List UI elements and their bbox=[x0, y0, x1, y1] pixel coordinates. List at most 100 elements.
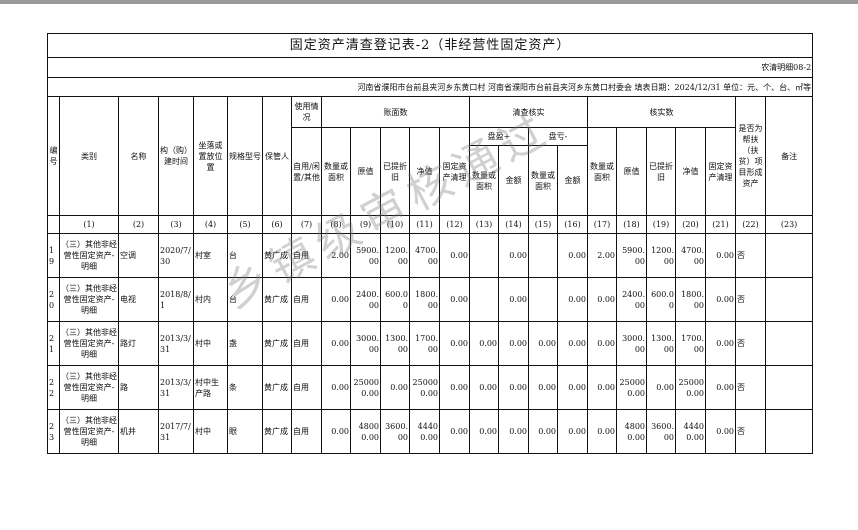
table-cell: 2.00 bbox=[587, 233, 617, 278]
index-cell: (12) bbox=[439, 215, 470, 234]
table-cell: 5900.00 bbox=[350, 233, 381, 278]
header-ver-dep: 已提折旧 bbox=[646, 127, 676, 216]
table-cell: 0.00 bbox=[528, 365, 558, 410]
table-cell: 村中 bbox=[193, 409, 228, 454]
index-cell: (5) bbox=[227, 215, 263, 234]
index-cell: (11) bbox=[409, 215, 440, 234]
table-cell: 0.00 bbox=[557, 277, 588, 322]
header-verified: 核实数 bbox=[587, 96, 736, 128]
table-row: 23 （三）其他非经营性固定资产-明细 机井 2017/7/31 村中眼黄广成 自用 0.0… bbox=[47, 409, 814, 454]
table-cell: 机井 bbox=[118, 409, 159, 454]
index-cell: (6) bbox=[262, 215, 292, 234]
header-poverty: 是否为帮扶（扶贫）项目形成资产 bbox=[735, 96, 766, 216]
table-cell bbox=[764, 233, 814, 278]
table-cell: 1700.00 bbox=[409, 321, 440, 366]
header-surplus-amount: 金额 bbox=[498, 145, 529, 216]
table-cell bbox=[528, 277, 558, 322]
table-cell: 0.00 bbox=[587, 365, 617, 410]
header-name: 名称 bbox=[118, 96, 159, 216]
table-cell: 3600.00 bbox=[646, 409, 676, 454]
header-loss-qty: 数量或面积 bbox=[528, 145, 558, 216]
table-cell: 0.00 bbox=[587, 277, 617, 322]
table-cell bbox=[764, 365, 814, 410]
table-cell: 0.00 bbox=[439, 321, 470, 366]
table-cell: 22 bbox=[47, 365, 60, 410]
table-cell: 0.00 bbox=[528, 321, 558, 366]
table-cell: （三）其他非经营性固定资产-明细 bbox=[59, 233, 119, 278]
header-ver-net: 净值 bbox=[675, 127, 706, 216]
table-cell: 21 bbox=[47, 321, 60, 366]
table-cell: 0.00 bbox=[439, 233, 470, 278]
table-cell: 条 bbox=[227, 365, 263, 410]
header-book-orig: 原值 bbox=[350, 127, 381, 216]
table-cell: 0.00 bbox=[469, 365, 499, 410]
table-cell: 0.00 bbox=[498, 409, 529, 454]
table-cell: 眼 bbox=[227, 409, 263, 454]
header-book-qty: 数量或面积 bbox=[321, 127, 351, 216]
table-cell: 黄广成 bbox=[262, 365, 292, 410]
table-cell: 1800.00 bbox=[409, 277, 440, 322]
table-cell: 0.00 bbox=[587, 409, 617, 454]
table-cell: 空调 bbox=[118, 233, 159, 278]
table-cell: 否 bbox=[735, 233, 766, 278]
table-cell: 0.00 bbox=[439, 409, 470, 454]
table-cell: 600.00 bbox=[646, 277, 676, 322]
table-cell: 0.00 bbox=[705, 365, 736, 410]
index-cell: (9) bbox=[350, 215, 381, 234]
index-cell: (1) bbox=[59, 215, 119, 234]
table-cell bbox=[764, 409, 814, 454]
table-cell: 0.00 bbox=[557, 233, 588, 278]
index-cell: (8) bbox=[321, 215, 351, 234]
table-cell: 4700.00 bbox=[409, 233, 440, 278]
table-cell: 黄广成 bbox=[262, 409, 292, 454]
index-cell: (17) bbox=[587, 215, 617, 234]
header-book: 账面数 bbox=[321, 96, 470, 128]
table-cell: 0.00 bbox=[498, 321, 529, 366]
table-cell: 1200.00 bbox=[380, 233, 410, 278]
table-cell: 台 bbox=[227, 233, 263, 278]
table-cell bbox=[469, 233, 499, 278]
asset-register-table: 固定资产清查登记表-2（非经营性固定资产） 农清明细08-2 河南省濮阳市台前县… bbox=[46, 33, 814, 454]
table-cell: 0.00 bbox=[469, 409, 499, 454]
index-cell: (22) bbox=[735, 215, 766, 234]
header-book-net: 净值 bbox=[409, 127, 440, 216]
index-cell: (16) bbox=[557, 215, 588, 234]
header-book-dep: 已提折旧 bbox=[380, 127, 410, 216]
header-location: 坐落或置放位置 bbox=[193, 96, 228, 216]
header-ver-clear: 固定资产清理 bbox=[705, 127, 736, 216]
header-keeper: 保管人 bbox=[262, 96, 292, 216]
table-cell: 0.00 bbox=[380, 365, 410, 410]
table-row: 21 （三）其他非经营性固定资产-明细 路灯 2013/3/31 村中盏黄广成 自用 0.0… bbox=[47, 321, 814, 366]
table-cell: 自用 bbox=[291, 233, 322, 278]
table-cell: 0.00 bbox=[321, 277, 351, 322]
table-cell: 44400.00 bbox=[409, 409, 440, 454]
table-cell: 44400.00 bbox=[675, 409, 706, 454]
header-loss-amount: 金额 bbox=[557, 145, 588, 216]
header-category: 类别 bbox=[59, 96, 119, 216]
table-cell: 自用 bbox=[291, 277, 322, 322]
form-code: 农清明细08-2 bbox=[46, 57, 814, 78]
table-cell: 1700.00 bbox=[675, 321, 706, 366]
header-spec: 规格型号 bbox=[227, 96, 263, 216]
table-cell: （三）其他非经营性固定资产-明细 bbox=[59, 409, 119, 454]
table-cell: 自用 bbox=[291, 409, 322, 454]
table-cell: 0.00 bbox=[646, 365, 676, 410]
table-cell: 0.00 bbox=[528, 409, 558, 454]
table-cell: 3000.00 bbox=[616, 321, 647, 366]
index-row: (1) (2) (3) (4) (5) (6) (7) (8) (9) (10) (11) (12)(… bbox=[47, 215, 814, 234]
table-cell: 否 bbox=[735, 277, 766, 322]
table-cell: 自用 bbox=[291, 365, 322, 410]
table-cell: 600.00 bbox=[380, 277, 410, 322]
table-cell: 1800.00 bbox=[675, 277, 706, 322]
header-ver-orig: 原值 bbox=[616, 127, 647, 216]
header-remark: 备注 bbox=[764, 96, 814, 216]
index-cell: (19) bbox=[646, 215, 676, 234]
header-no: 编号 bbox=[47, 96, 60, 216]
table-cell: （三）其他非经营性固定资产-明细 bbox=[59, 277, 119, 322]
table-cell: （三）其他非经营性固定资产-明细 bbox=[59, 321, 119, 366]
table-cell: 台 bbox=[227, 277, 263, 322]
index-cell: (23) bbox=[764, 215, 814, 234]
table-cell: 3000.00 bbox=[350, 321, 381, 366]
table-cell: 村内 bbox=[193, 277, 228, 322]
index-cell: (15) bbox=[528, 215, 558, 234]
